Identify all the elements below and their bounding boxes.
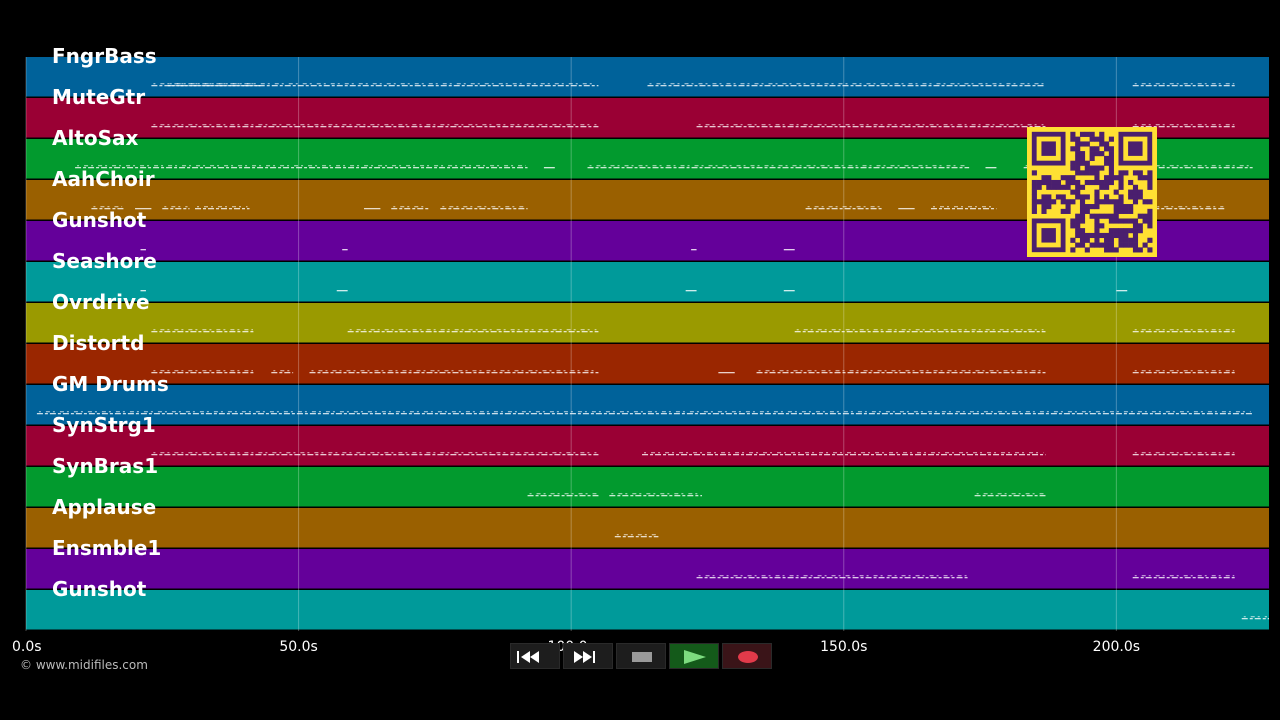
rewind-button[interactable] <box>510 643 560 669</box>
track-label: MuteGtr <box>52 85 146 109</box>
track-label: Gunshot <box>52 208 147 232</box>
track-label: SynStrg1 <box>52 413 156 437</box>
note-segment <box>647 83 1046 87</box>
time-tick-label: 50.0s <box>279 639 318 655</box>
note-segment <box>805 206 882 210</box>
track-label: GM Drums <box>52 372 169 396</box>
note-segment <box>1132 370 1237 374</box>
track-band[interactable] <box>26 344 1269 384</box>
note-segment <box>195 206 250 210</box>
note-segment <box>151 370 255 374</box>
note-segment <box>1132 165 1253 169</box>
track-band[interactable] <box>26 303 1269 343</box>
note-segment <box>167 83 599 87</box>
track-label: Ovrdrive <box>52 290 150 314</box>
track-label: AltoSax <box>52 126 139 150</box>
note-segment <box>1132 124 1237 128</box>
note-segment <box>1132 83 1237 87</box>
note-segment <box>696 124 1046 128</box>
track-label: Ensmble1 <box>52 536 162 560</box>
note-segment <box>614 534 659 538</box>
note-segment <box>162 206 190 210</box>
stop-button[interactable] <box>616 643 666 669</box>
track-label: FngrBass <box>52 44 157 68</box>
track-label: Gunshot <box>52 577 147 601</box>
track-band[interactable] <box>26 262 1269 302</box>
track-band[interactable] <box>26 549 1269 589</box>
track-band[interactable] <box>26 57 1269 97</box>
note-segment <box>1241 616 1269 620</box>
note-segment <box>587 165 970 169</box>
note-segment <box>151 452 599 456</box>
copyright-credit: © www.midifiles.com <box>20 658 148 672</box>
track-label: Distortd <box>52 331 145 355</box>
note-segment <box>36 411 1253 415</box>
track-band[interactable] <box>26 385 1269 425</box>
track-label: Seashore <box>52 249 157 273</box>
note-segment <box>391 206 430 210</box>
note-segment <box>527 493 599 497</box>
track-band[interactable] <box>26 467 1269 507</box>
note-segment <box>271 370 294 374</box>
note-segment <box>794 329 1046 333</box>
note-segment <box>440 206 528 210</box>
fast-forward-button[interactable] <box>563 643 613 669</box>
note-segment <box>642 452 1046 456</box>
track-band[interactable] <box>26 426 1269 466</box>
note-segment <box>1132 452 1237 456</box>
note-segment <box>1132 575 1237 579</box>
note-segment <box>609 493 703 497</box>
time-tick-label: 150.0s <box>820 639 868 655</box>
track-label: SynBras1 <box>52 454 159 478</box>
play-button[interactable] <box>669 643 719 669</box>
note-segment <box>696 575 970 579</box>
record-button[interactable] <box>722 643 772 669</box>
track-label: AahChoir <box>52 167 155 191</box>
note-segment <box>347 329 599 333</box>
note-segment <box>1132 329 1237 333</box>
track-band[interactable] <box>26 590 1269 630</box>
note-segment <box>974 493 1046 497</box>
note-segment <box>151 329 255 333</box>
qr-code <box>1027 127 1157 257</box>
note-segment <box>75 165 528 169</box>
track-band[interactable] <box>26 508 1269 548</box>
track-label: Applause <box>52 495 157 519</box>
time-tick-label: 0.0s <box>12 639 42 655</box>
note-segment <box>309 370 599 374</box>
transport-controls <box>510 643 772 669</box>
note-segment <box>930 206 997 210</box>
time-tick-label: 200.0s <box>1092 639 1141 655</box>
note-segment <box>151 124 599 128</box>
note-segment <box>756 370 1046 374</box>
note-segment <box>91 206 125 210</box>
